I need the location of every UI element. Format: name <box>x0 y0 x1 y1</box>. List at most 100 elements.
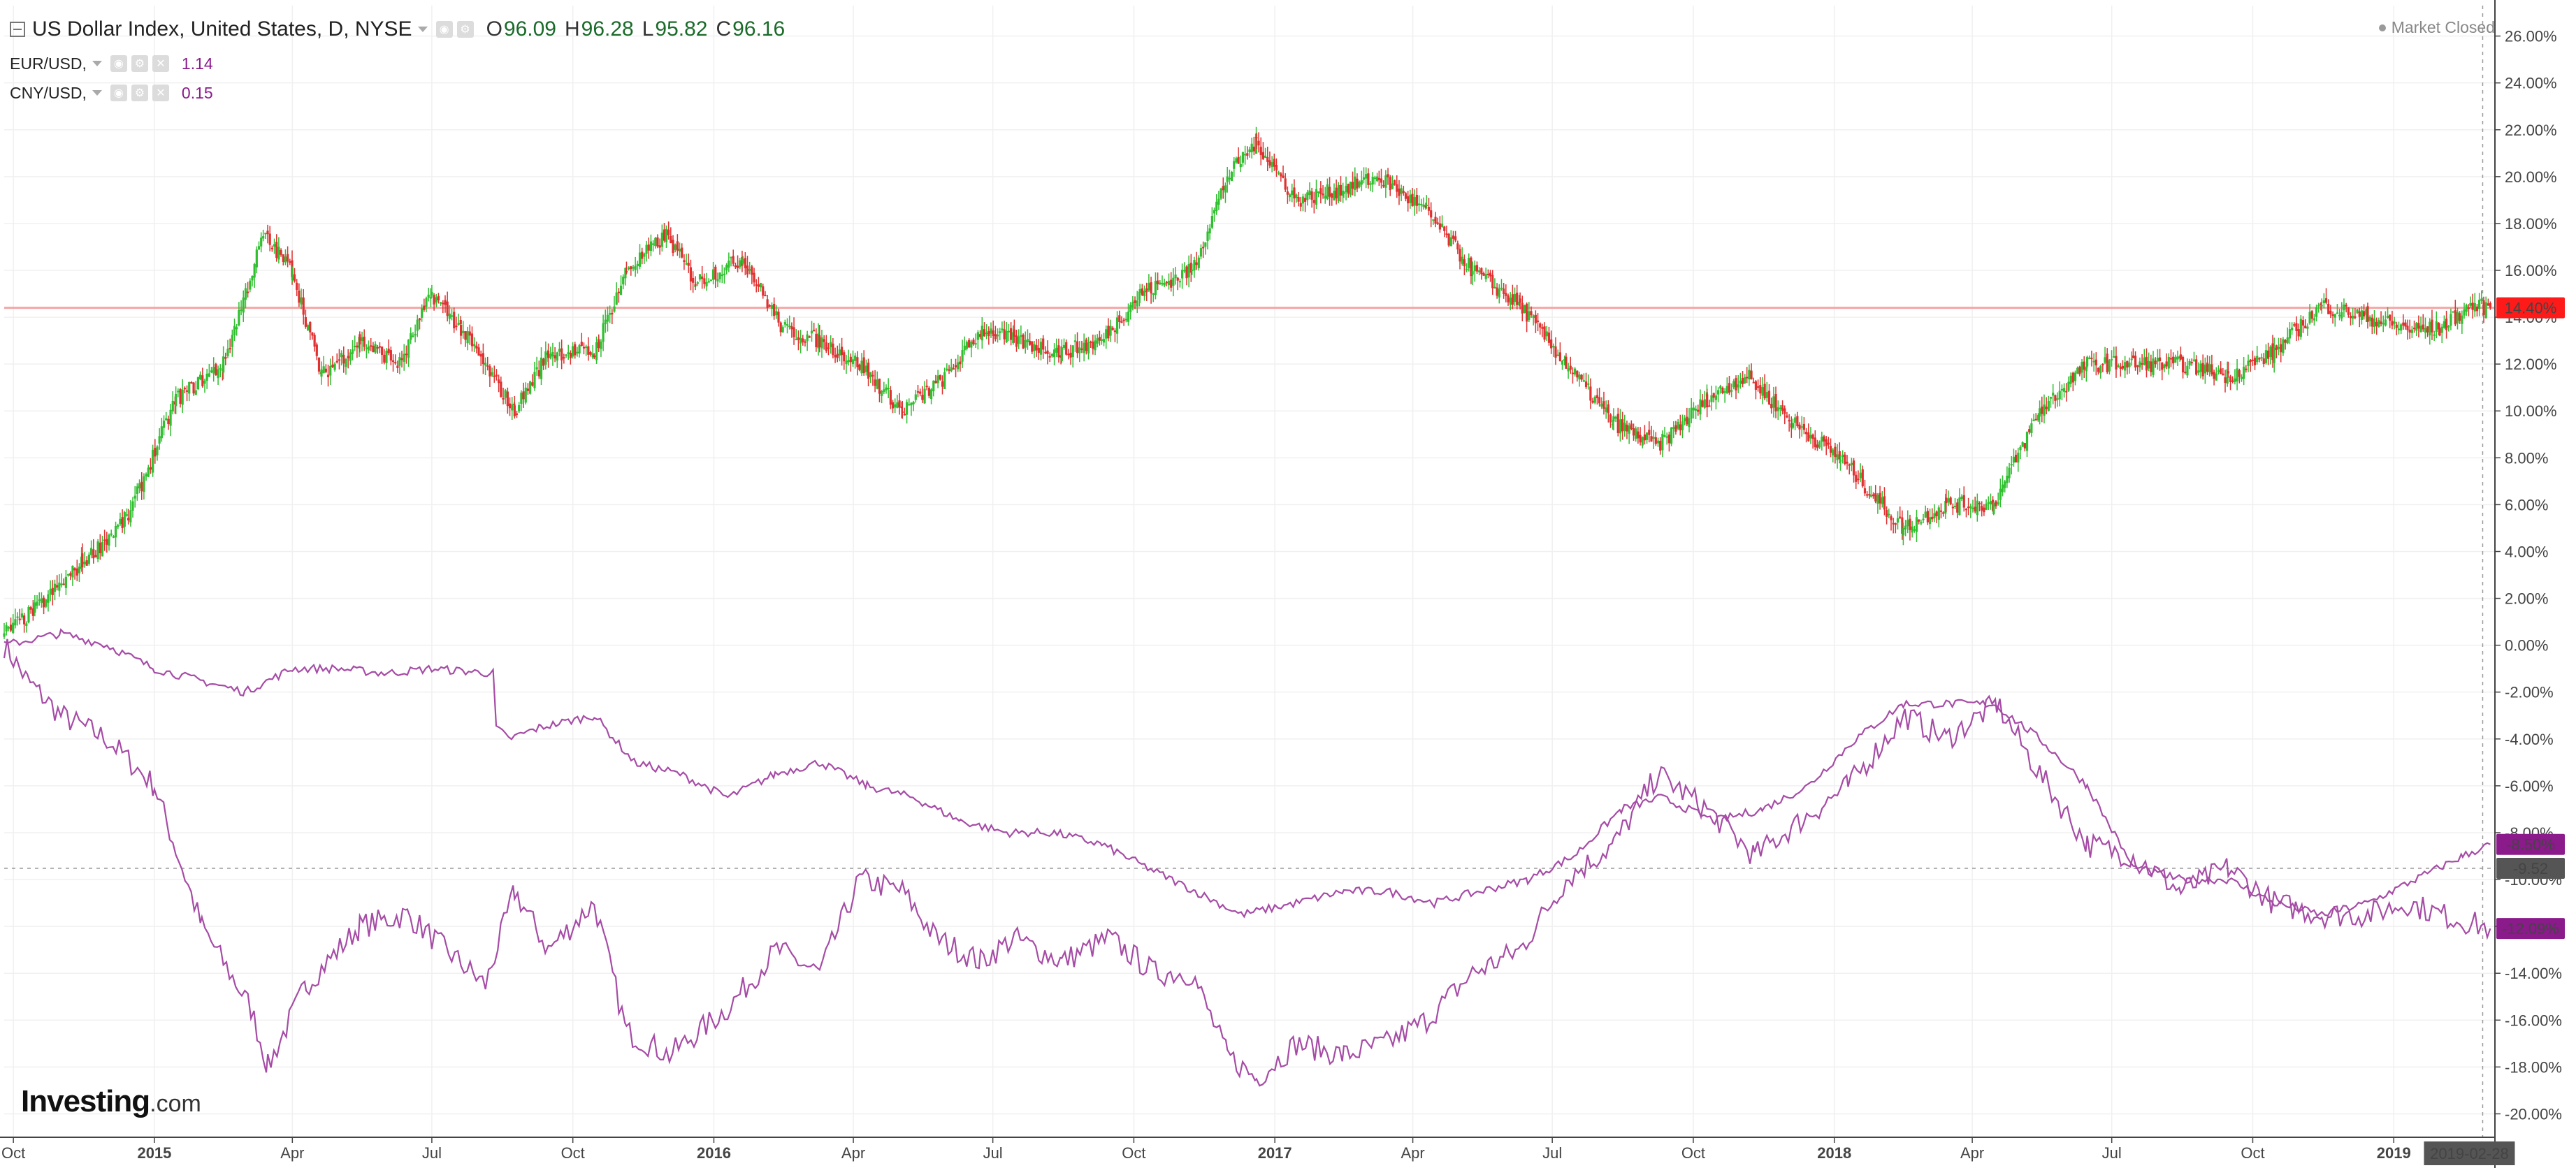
eye-icon[interactable]: ◉ <box>110 55 127 72</box>
candle-body <box>687 263 690 266</box>
candle-body <box>585 346 588 349</box>
collapse-legend-icon[interactable] <box>10 22 25 37</box>
candle-body <box>444 300 447 305</box>
candle-body <box>885 387 888 390</box>
candle-body <box>1532 315 1535 319</box>
candle-body <box>2450 314 2452 326</box>
candle-body <box>571 346 574 357</box>
candle-body <box>2215 373 2217 381</box>
candle-body <box>2143 357 2146 365</box>
candle-body <box>1836 454 1839 460</box>
candle-body <box>1947 498 1950 503</box>
candle-body <box>1465 268 1468 270</box>
candle-body <box>721 275 723 277</box>
candle-body <box>244 288 247 300</box>
candle-body <box>1997 502 1999 504</box>
candle-body <box>1306 192 1309 200</box>
settings-icon[interactable]: ⚙ <box>456 21 474 38</box>
candle-body <box>1511 294 1514 305</box>
y-axis-panel[interactable] <box>2495 0 2576 1168</box>
candle-body <box>1614 416 1617 419</box>
candle-body <box>2234 378 2236 382</box>
candle-body <box>1591 400 1594 403</box>
settings-icon[interactable]: ⚙ <box>131 55 148 72</box>
indicator-name[interactable]: CNY/USD, <box>10 83 87 102</box>
candle-body <box>624 268 627 279</box>
candle-body <box>1677 421 1679 429</box>
candle-body <box>1786 415 1788 418</box>
candle-body <box>1725 386 1728 393</box>
candle-body <box>908 404 911 406</box>
candle-body <box>1284 178 1287 190</box>
chevron-down-icon[interactable] <box>92 90 102 96</box>
candle-body <box>2397 328 2401 330</box>
candle-body <box>2389 314 2392 321</box>
candle-body <box>1299 203 1302 207</box>
candle-body <box>2456 312 2459 323</box>
candle-body <box>2286 337 2289 344</box>
candle-body <box>1250 143 1253 152</box>
eye-icon[interactable]: ◉ <box>435 21 453 38</box>
candle-body <box>2412 328 2416 330</box>
candle-body <box>817 333 820 349</box>
candle-body <box>361 337 363 342</box>
candle-body <box>934 381 937 384</box>
candle-body <box>273 244 276 247</box>
candle-body <box>391 360 395 363</box>
candle-body <box>233 326 236 335</box>
candle-body <box>2365 309 2368 315</box>
candle-body <box>678 249 681 252</box>
legend-main-row[interactable]: US Dollar Index, United States, D, NYSE … <box>10 10 785 49</box>
candle-body <box>876 379 878 389</box>
candle-body <box>2071 372 2074 383</box>
symbol-title[interactable]: US Dollar Index, United States, D, NYSE <box>32 17 412 41</box>
candle-body <box>224 356 227 359</box>
close-icon[interactable]: ✕ <box>152 85 169 101</box>
candle-body <box>2297 329 2300 337</box>
candle-body <box>1042 338 1045 350</box>
candle-body <box>2473 302 2476 312</box>
candle-body <box>175 394 178 407</box>
chevron-down-icon[interactable] <box>417 27 428 32</box>
candle-body <box>1328 187 1331 197</box>
legend-indicator-cnyusd[interactable]: CNY/USD, ◉ ⚙ ✕ 0.15 <box>10 78 785 108</box>
price-badge-label: -12.09% <box>2502 920 2559 937</box>
candle-body <box>1310 191 1313 200</box>
candle-body <box>518 405 521 411</box>
eye-icon[interactable]: ◉ <box>110 85 127 101</box>
candle-body <box>522 391 525 400</box>
candle-body <box>656 237 659 247</box>
legend-indicator-eurusd[interactable]: EUR/USD, ◉ ⚙ ✕ 1.14 <box>10 49 785 78</box>
settings-icon[interactable]: ⚙ <box>131 85 148 101</box>
chevron-down-icon[interactable] <box>92 61 102 66</box>
candle-body <box>851 359 855 365</box>
candle-body <box>2356 309 2359 314</box>
y-tick-label: -6.00% <box>2505 778 2554 795</box>
candle-body <box>1944 500 1947 514</box>
candle-body <box>622 276 625 285</box>
candle-body <box>329 365 332 376</box>
candle-body <box>1735 378 1737 390</box>
candle-body <box>383 354 386 363</box>
candle-body <box>1268 160 1271 166</box>
candle-body <box>1931 516 1934 520</box>
candle-body <box>398 357 401 366</box>
close-icon[interactable]: ✕ <box>152 55 169 72</box>
candle-body <box>2217 370 2220 372</box>
candle-body <box>506 391 509 407</box>
candle-body <box>2034 418 2037 421</box>
candle-body <box>617 291 620 293</box>
candle-body <box>2433 334 2436 336</box>
candle-body <box>1962 495 1965 508</box>
candle-body <box>45 599 48 607</box>
candle-body <box>217 369 219 379</box>
candle-body <box>340 353 343 358</box>
candle-body <box>2041 407 2043 414</box>
candle-body <box>1461 256 1463 264</box>
candle-body <box>1278 172 1280 174</box>
candle-body <box>676 241 679 251</box>
indicator-name[interactable]: EUR/USD, <box>10 54 87 73</box>
investing-logo[interactable]: Investing.com <box>21 1084 201 1119</box>
candle-body <box>2322 300 2325 304</box>
